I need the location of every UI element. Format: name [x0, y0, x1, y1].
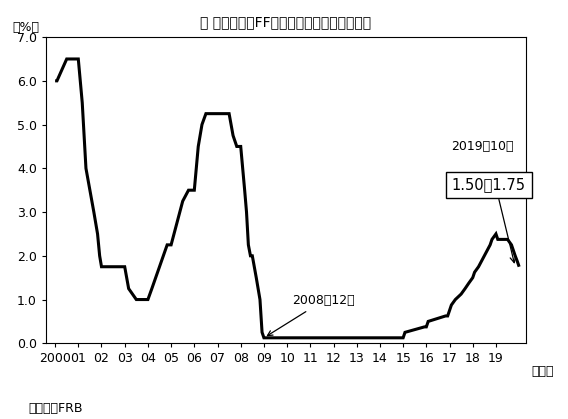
Text: （%）: （%） [12, 21, 39, 34]
Text: （年）: （年） [531, 365, 553, 378]
Text: 2019年10月: 2019年10月 [450, 140, 513, 153]
Title: 図 政策金利（FFレート）の誘導目標の推移: 図 政策金利（FFレート）の誘導目標の推移 [201, 15, 371, 29]
Text: 2008年12月: 2008年12月 [268, 295, 354, 336]
Text: 1.50～1.75: 1.50～1.75 [452, 177, 526, 192]
Text: （出所）FRB: （出所）FRB [28, 402, 83, 415]
